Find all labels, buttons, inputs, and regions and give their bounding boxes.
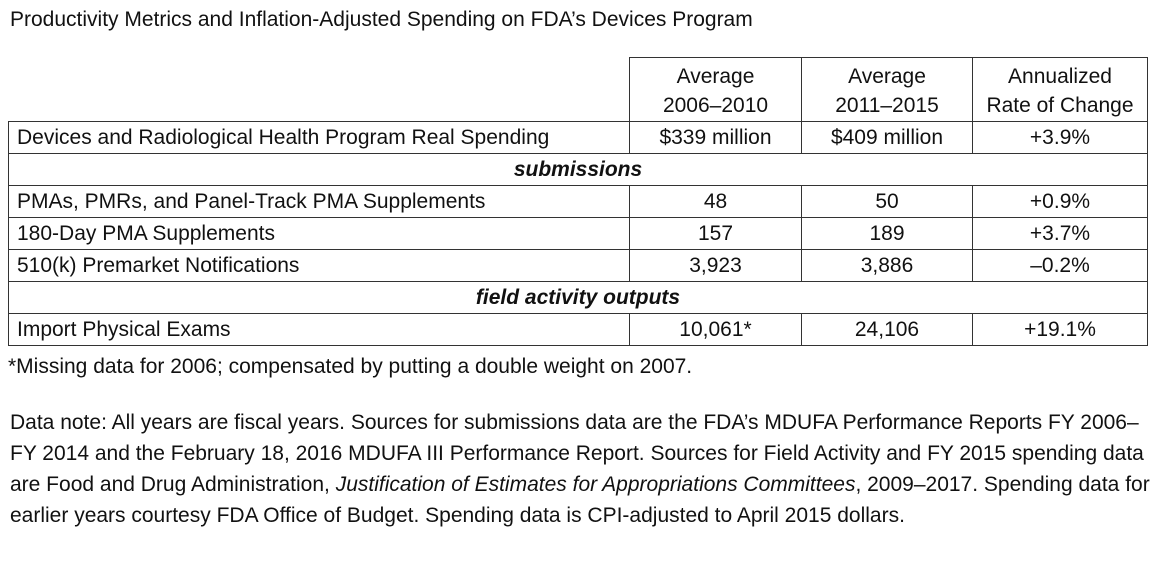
cell-value: +3.7%: [972, 217, 1148, 250]
data-note-text: , 2009–2017. Spending data for earlier y…: [10, 473, 1150, 527]
table-row: PMAs, PMRs, and Panel-Track PMA Suppleme…: [8, 185, 1148, 218]
cell-value: +0.9%: [972, 185, 1148, 218]
cell-value: 157: [629, 217, 802, 250]
cell-value: 3,886: [801, 249, 973, 282]
row-label: 180-Day PMA Supplements: [8, 217, 630, 250]
table-row-spending: Devices and Radiological Health Program …: [8, 121, 1148, 154]
cell-value: +3.9%: [972, 121, 1148, 154]
header-line: 2011–2015: [835, 94, 939, 117]
page-title: Productivity Metrics and Inflation-Adjus…: [10, 8, 753, 31]
cell-value: $339 million: [629, 121, 802, 154]
header-line: Annualized: [1008, 65, 1112, 88]
header-annualized-rate: Annualized Rate of Change: [972, 57, 1148, 122]
table-row: 510(k) Premarket Notifications 3,923 3,8…: [8, 249, 1148, 282]
section-heading: field activity outputs: [8, 281, 1148, 314]
table-row: 180-Day PMA Supplements 157 189 +3.7%: [8, 217, 1148, 250]
cell-value: 3,923: [629, 249, 802, 282]
table-row: Import Physical Exams 10,061* 24,106 +19…: [8, 313, 1148, 346]
cell-value: +19.1%: [972, 313, 1148, 346]
data-note: Data note: All years are fiscal years. S…: [10, 407, 1160, 531]
cell-value: 189: [801, 217, 973, 250]
cell-value: –0.2%: [972, 249, 1148, 282]
section-heading: submissions: [8, 153, 1148, 186]
cell-value: 48: [629, 185, 802, 218]
footnote: *Missing data for 2006; compensated by p…: [8, 355, 693, 378]
section-row-field-activity: field activity outputs: [8, 281, 1148, 314]
header-avg-2006-2010: Average 2006–2010: [629, 57, 802, 122]
metrics-table: Average 2006–2010 Average 2011–2015 Annu…: [8, 57, 1148, 346]
section-row-submissions: submissions: [8, 153, 1148, 186]
header-line: Average: [676, 65, 755, 88]
cell-value: 24,106: [801, 313, 973, 346]
cell-value: 10,061*: [629, 313, 802, 346]
cell-value: 50: [801, 185, 973, 218]
row-label: Devices and Radiological Health Program …: [8, 121, 630, 154]
row-label: PMAs, PMRs, and Panel-Track PMA Suppleme…: [8, 185, 630, 218]
header-avg-2011-2015: Average 2011–2015: [801, 57, 973, 122]
data-note-italic-title: Justification of Estimates for Appropria…: [335, 473, 856, 496]
header-line: Rate of Change: [986, 94, 1134, 117]
row-label: Import Physical Exams: [8, 313, 630, 346]
header-line: 2006–2010: [662, 94, 769, 117]
header-blank-cell: [8, 57, 630, 122]
cell-value: $409 million: [801, 121, 973, 154]
table-header-row: Average 2006–2010 Average 2011–2015 Annu…: [8, 57, 1148, 122]
header-line: Average: [848, 65, 926, 88]
row-label: 510(k) Premarket Notifications: [8, 249, 630, 282]
data-note-text: Data note: All years are fiscal years. S…: [10, 411, 1144, 496]
